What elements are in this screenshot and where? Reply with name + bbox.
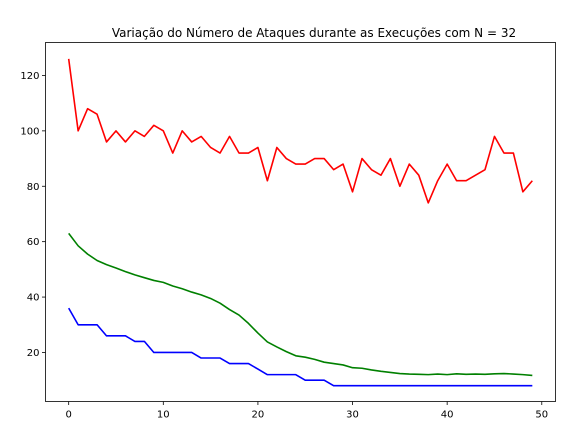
x-tick-label: 0 [65, 410, 71, 421]
x-tick-label: 30 [346, 410, 359, 421]
y-tick-label: 80 [27, 182, 40, 193]
y-axis: 20 40 60 80 100 120 [20, 71, 46, 359]
plot-area-frame [45, 42, 556, 402]
x-tick-label: 20 [252, 410, 265, 421]
series-layer [67, 58, 533, 387]
x-axis: 0 10 20 30 40 50 [65, 401, 548, 421]
series-line-0 [67, 58, 533, 204]
x-tick-label: 40 [441, 410, 454, 421]
y-tick-label: 100 [20, 126, 39, 137]
x-tick-label: 10 [157, 410, 170, 421]
series-line-1 [68, 232, 533, 377]
chart-title: Variação do Número de Ataques durante as… [112, 26, 516, 40]
series-line-2 [67, 307, 533, 387]
y-tick-label: 60 [27, 237, 40, 248]
y-tick-label: 40 [27, 293, 40, 304]
x-tick-label: 50 [535, 410, 548, 421]
y-tick-label: 120 [20, 71, 39, 82]
y-tick-label: 20 [27, 348, 40, 359]
